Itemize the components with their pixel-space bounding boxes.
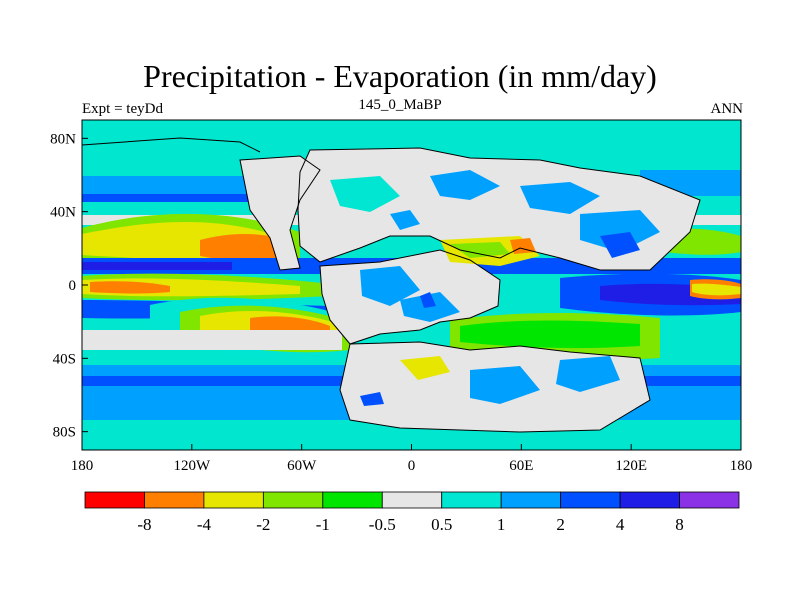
- colorbar-label: -0.5: [369, 515, 396, 534]
- colorbar-swatch: [203, 491, 264, 509]
- land-patch-5: [600, 232, 640, 258]
- land-patch-12: [360, 392, 384, 406]
- colorbar-swatch: [500, 491, 562, 509]
- land-patch-1: [330, 176, 400, 212]
- coastline-south: [339, 341, 651, 433]
- coastline-gondwana: [319, 249, 501, 345]
- colorbar-swatch: [679, 491, 740, 509]
- south-indian-green: [460, 320, 640, 349]
- west-pacific-yellow: [692, 283, 741, 296]
- colorbar-swatch: [441, 491, 502, 509]
- colorbar-label: -4: [197, 515, 212, 534]
- land-patch-6: [360, 266, 420, 306]
- land-patch-8: [420, 292, 436, 308]
- map-field: [82, 120, 741, 450]
- x-tick-label: 180: [71, 458, 94, 474]
- y-tick-label: 40N: [50, 205, 76, 221]
- colorbar-swatch: [619, 491, 680, 509]
- y-tick-label: 80N: [50, 131, 76, 147]
- land-patch-9: [390, 210, 420, 230]
- x-tick-label: 120W: [173, 458, 211, 474]
- land-patch-2: [430, 170, 500, 200]
- coastline-laurasia: [297, 147, 701, 271]
- y-axis: 80N 40N 0 40S 80S: [50, 131, 88, 441]
- plot-title: Precipitation - Evaporation (in mm/day): [143, 58, 657, 94]
- time-label: 145_0_MaBP: [358, 97, 442, 113]
- colorbar-swatch: [560, 491, 621, 509]
- x-tick-label: 120E: [615, 458, 647, 474]
- colorbar-swatch: [84, 491, 145, 509]
- equator-dry-orange: [90, 281, 170, 294]
- colorbar-label: 2: [556, 515, 565, 534]
- x-tick-label: 180: [730, 458, 753, 474]
- north-pacific-deep-band: [82, 194, 262, 202]
- coastline-arctic: [82, 137, 261, 153]
- colorbar: -8 -4 -2 -1 -0.5 0.5 1 2 4 8: [84, 491, 740, 534]
- x-tick-label: 60W: [287, 458, 317, 474]
- coastline-west: [239, 155, 321, 271]
- y-tick-label: 40S: [53, 351, 76, 367]
- colorbar-label: 1: [497, 515, 506, 534]
- colorbar-swatch: [322, 491, 383, 509]
- colorbar-label: -2: [256, 515, 270, 534]
- x-tick-label: 0: [408, 458, 416, 474]
- y-tick-label: 0: [69, 278, 77, 294]
- x-tick-label: 60E: [509, 458, 533, 474]
- colorbar-label: -1: [316, 515, 330, 534]
- land-patch-11: [556, 356, 620, 392]
- colorbar-swatch: [144, 491, 205, 509]
- land-patch-4: [580, 210, 660, 252]
- colorbar-label: -8: [137, 515, 151, 534]
- y-tick-label: 80S: [53, 425, 76, 441]
- colorbar-swatch: [262, 491, 324, 509]
- land-dry-patch-4: [400, 356, 450, 380]
- x-axis: 180 120W 60W 0 60E 120E 180: [71, 444, 753, 474]
- land-dry-patch-2: [450, 242, 510, 258]
- colorbar-label: 4: [616, 515, 625, 534]
- north-dry-orange: [200, 234, 285, 261]
- colorbar-label: 0.5: [431, 515, 452, 534]
- land-patch-10: [470, 366, 540, 404]
- north-itcz-darkblue: [82, 262, 232, 270]
- land-patch-3: [520, 182, 600, 214]
- season-label: ANN: [710, 101, 744, 117]
- colorbar-label: 8: [675, 515, 684, 534]
- colorbar-swatch: [381, 491, 443, 509]
- experiment-label: Expt = teyDd: [82, 101, 163, 117]
- south-pacific-gray-band: [82, 330, 342, 350]
